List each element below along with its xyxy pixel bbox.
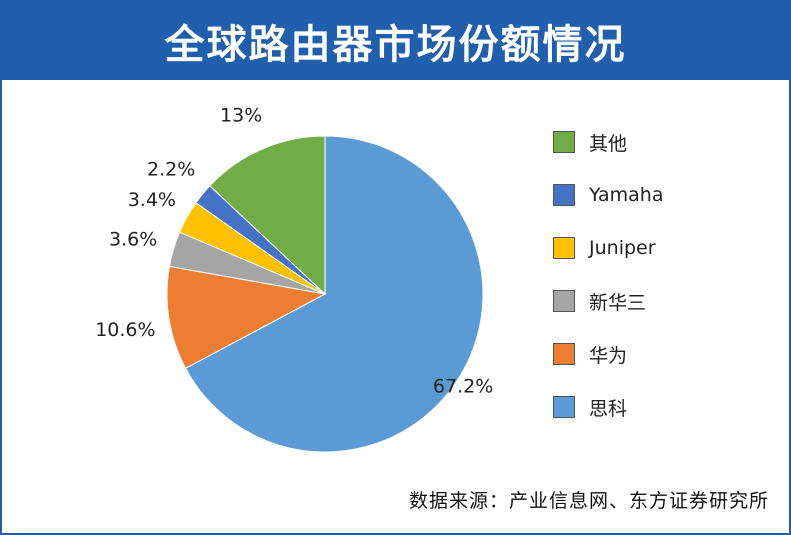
legend-swatch bbox=[553, 237, 575, 259]
legend-item: 思科 bbox=[553, 393, 627, 421]
legend-label: 华为 bbox=[589, 344, 628, 367]
pie-slice-5 bbox=[209, 135, 326, 296]
legend-item: 华为 bbox=[553, 340, 627, 368]
title-bar: 全球路由器市场份额情况 bbox=[2, 2, 789, 80]
legend-label: Juniper bbox=[589, 237, 656, 259]
data-label-3: 3.4% bbox=[128, 189, 176, 211]
legend-swatch bbox=[553, 184, 575, 206]
legend-swatch bbox=[553, 343, 575, 365]
chart-title: 全球路由器市场份额情况 bbox=[164, 22, 627, 68]
legend-item: 其他 bbox=[553, 128, 627, 156]
pie-slice-1 bbox=[166, 265, 327, 370]
data-label-0: 67.2% bbox=[433, 375, 493, 397]
legend-swatch bbox=[553, 131, 575, 153]
legend-item: Yamaha bbox=[553, 181, 663, 209]
data-label-2: 3.6% bbox=[109, 229, 157, 251]
source-note: 数据来源：产业信息网、东方证券研究所 bbox=[408, 490, 769, 512]
pie-slice-0 bbox=[184, 135, 484, 453]
data-label-4: 2.2% bbox=[147, 159, 195, 181]
legend-label: 其他 bbox=[589, 132, 628, 155]
data-label-5: 13% bbox=[220, 105, 262, 127]
legend-label: Yamaha bbox=[589, 184, 664, 206]
legend-label: 思科 bbox=[589, 397, 628, 420]
legend-label: 新华三 bbox=[589, 291, 647, 314]
legend-swatch bbox=[553, 290, 575, 312]
legend-item: 新华三 bbox=[553, 287, 646, 315]
legend-item: Juniper bbox=[553, 234, 656, 262]
data-label-1: 10.6% bbox=[95, 319, 155, 341]
legend-swatch bbox=[553, 396, 575, 418]
